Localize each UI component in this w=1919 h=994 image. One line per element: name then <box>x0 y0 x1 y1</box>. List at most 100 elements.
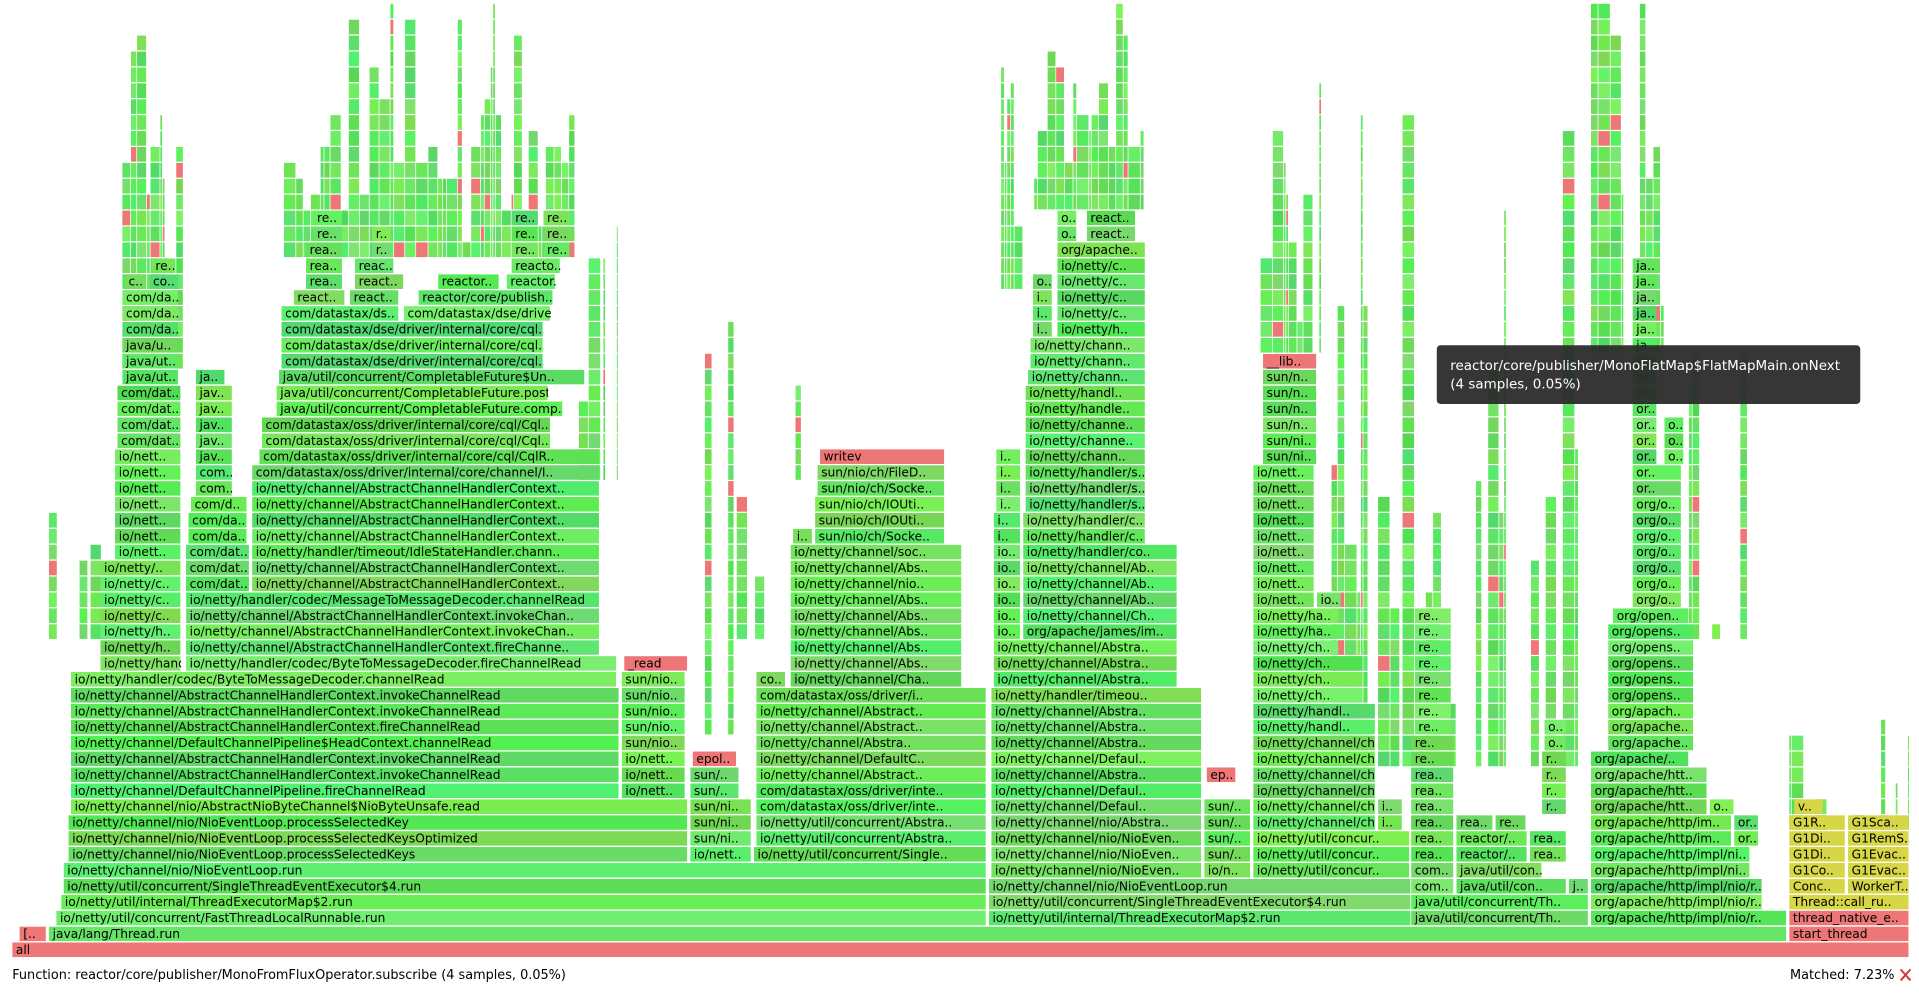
frame[interactable]: java/util/con.. <box>1456 878 1566 894</box>
frame[interactable]: r.. <box>1542 751 1566 767</box>
frame[interactable]: io/netty/channel/nio/NioEventLoop.run <box>63 862 986 878</box>
frame[interactable]: re.. <box>1414 640 1451 655</box>
frame[interactable]: org/apache/james/im.. <box>1023 624 1177 639</box>
frame[interactable]: io/netty/channel/nio/NioEventLoop.proces… <box>68 847 688 862</box>
frame[interactable]: sun/nio/ch/Socke.. <box>815 528 945 544</box>
frame[interactable]: sun/ni.. <box>690 815 751 830</box>
frame[interactable]: io/netty/channel/AbstractChannelHandlerC… <box>186 608 599 624</box>
frame[interactable]: io/netty/handler/co.. <box>1023 544 1177 560</box>
frame[interactable]: java/util/con.. <box>1456 862 1543 878</box>
frame[interactable]: or.. <box>1734 831 1758 846</box>
frame[interactable]: io/netty/handler/codec/MessageToMessageD… <box>186 592 599 608</box>
frame[interactable]: io/nett.. <box>621 783 685 799</box>
frame[interactable]: io/netty/channel/Abs.. <box>790 608 962 624</box>
frame[interactable]: io/nett.. <box>1253 592 1314 608</box>
frame[interactable]: i.. <box>996 497 1020 512</box>
frame[interactable]: o.. <box>1664 433 1684 449</box>
frame[interactable]: reactor/.. <box>1456 831 1527 846</box>
frame[interactable]: re.. <box>1414 624 1451 639</box>
frame[interactable]: com/dat.. <box>186 560 249 576</box>
frame[interactable]: jav.. <box>195 401 232 417</box>
frame[interactable]: react.. <box>293 290 345 305</box>
frame[interactable]: io/netty/.. <box>100 560 181 576</box>
frame[interactable]: jav.. <box>195 385 232 401</box>
frame[interactable]: co.. <box>756 672 785 687</box>
frame[interactable]: sun/ni.. <box>690 831 751 846</box>
frame[interactable]: io/netty/channel/chann.. <box>1253 783 1406 799</box>
frame[interactable]: sun/.. <box>1204 799 1251 814</box>
frame[interactable]: io/netty/util/concur.. <box>1253 862 1410 878</box>
frame[interactable]: io/netty/util/internal/ThreadExecutorMap… <box>61 894 986 910</box>
frame[interactable]: jav.. <box>195 449 232 464</box>
frame[interactable]: re.. <box>543 242 570 258</box>
frame[interactable]: re.. <box>543 210 570 226</box>
frame[interactable]: io/netty/c.. <box>1057 306 1145 321</box>
frame[interactable]: sun/ni.. <box>1263 433 1317 449</box>
frame[interactable]: sun/n.. <box>1263 417 1317 433</box>
frame[interactable]: v.. <box>1794 799 1823 814</box>
frame[interactable]: io/netty/channe.. <box>1025 417 1145 433</box>
frame[interactable]: i.. <box>996 481 1020 496</box>
frame[interactable]: ja.. <box>1632 274 1657 289</box>
frame[interactable]: io/netty/c.. <box>1057 274 1145 289</box>
frame[interactable]: com/da.. <box>122 321 179 337</box>
frame[interactable]: re.. <box>313 210 342 226</box>
frame[interactable]: c.. <box>124 274 144 289</box>
frame[interactable]: org/apache/.. <box>1591 751 1689 767</box>
frame[interactable]: io/netty/handler/c.. <box>1023 512 1145 528</box>
frame[interactable]: io/netty/util/concurrent/Abstra.. <box>756 815 986 830</box>
frame[interactable]: io/netty/util/internal/ThreadExecutorMap… <box>988 910 1411 926</box>
frame[interactable]: io/netty/channel/AbstractChannelHandlerC… <box>252 481 599 496</box>
frame[interactable]: io/n.. <box>1204 862 1251 878</box>
frame[interactable]: io/netty/util/concur.. <box>1253 847 1410 862</box>
frame[interactable]: r.. <box>372 242 391 258</box>
frame[interactable]: com/datastax/dse/driver/internal/core/cq… <box>281 353 545 369</box>
frame[interactable]: ja.. <box>1632 290 1657 305</box>
frame[interactable]: io/netty/h.. <box>1057 321 1145 337</box>
frame[interactable]: rea.. <box>1411 799 1454 814</box>
frame[interactable]: io/netty/channel/Abs.. <box>790 592 962 608</box>
frame[interactable]: io/nett.. <box>115 528 181 544</box>
frame[interactable]: i.. <box>1378 799 1402 814</box>
frame[interactable]: io/netty/channel/Defaul.. <box>991 751 1202 767</box>
frame[interactable]: io/netty/channel/Abs.. <box>790 656 962 671</box>
frame[interactable]: com.. <box>195 465 234 480</box>
frame[interactable]: com/d.. <box>190 497 247 512</box>
frame[interactable]: io/netty/channel/Abstract.. <box>756 703 986 719</box>
frame[interactable]: org/apache/http/im.. <box>1591 815 1732 830</box>
frame[interactable]: org/opens.. <box>1608 656 1694 671</box>
frame[interactable]: io/netty/handler/c.. <box>1023 528 1145 544</box>
frame[interactable]: rea.. <box>1411 767 1454 783</box>
frame[interactable]: o.. <box>1057 210 1077 226</box>
frame[interactable]: re.. <box>151 258 176 274</box>
frame[interactable]: io/netty/channel/Defaul.. <box>991 799 1202 814</box>
frame[interactable]: org/apache/htt.. <box>1591 783 1707 799</box>
frame[interactable]: io/netty/ha.. <box>1253 624 1339 639</box>
frame[interactable]: G1Di.. <box>1789 847 1845 862</box>
frame[interactable]: io/netty/channel/Abstract.. <box>756 719 986 735</box>
frame[interactable]: io/netty/channel/Ab.. <box>1023 576 1177 592</box>
frame[interactable]: react.. <box>1086 210 1136 226</box>
frame[interactable]: io.. <box>993 624 1020 639</box>
frame[interactable]: sun/nio.. <box>621 703 685 719</box>
frame[interactable]: writev <box>819 449 945 464</box>
frame[interactable]: com/datastax/ds.. <box>281 306 399 321</box>
frame[interactable]: io.. <box>993 544 1020 560</box>
frame[interactable]: ja.. <box>195 369 225 385</box>
frame[interactable]: com/datastax/dse/driver/internal/core/cq… <box>281 321 545 337</box>
frame[interactable]: start_thread <box>1789 926 1909 942</box>
frame[interactable]: io/nett.. <box>115 544 181 560</box>
frame[interactable]: re.. <box>1411 735 1454 751</box>
frame[interactable]: ep.. <box>1206 767 1236 783</box>
frame[interactable]: java/ut.. <box>122 353 178 369</box>
frame[interactable]: io/netty/util/concurrent/FastThreadLocal… <box>56 910 986 926</box>
frame[interactable]: ja.. <box>1632 258 1657 274</box>
frame[interactable]: [.. <box>19 926 46 942</box>
frame[interactable]: _read <box>624 656 688 671</box>
frame[interactable]: io.. <box>1316 592 1341 608</box>
frame[interactable]: or.. <box>1632 401 1657 417</box>
frame[interactable]: o.. <box>1057 226 1077 242</box>
frame[interactable]: io/netty/channel/DefaultC.. <box>756 751 986 767</box>
frame[interactable]: com/datastax/oss/driver/internal/core/cq… <box>261 433 550 449</box>
frame[interactable]: org/o.. <box>1632 528 1681 544</box>
